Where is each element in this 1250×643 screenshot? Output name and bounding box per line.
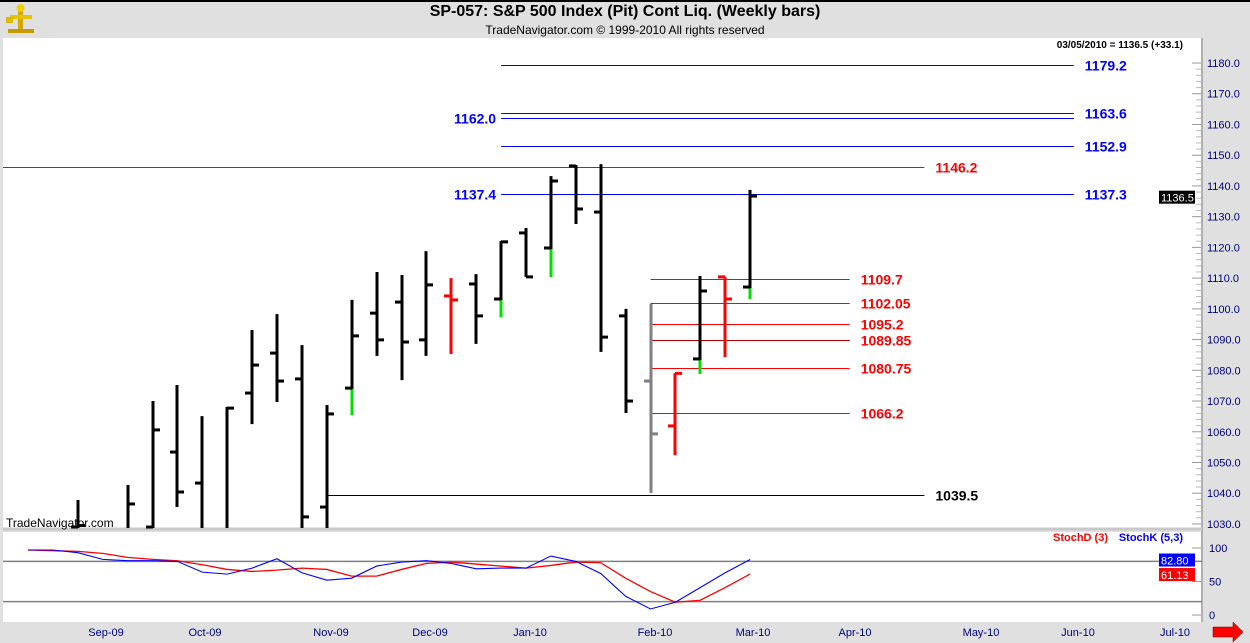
price-bar (345, 299, 359, 415)
price-bar (718, 275, 732, 358)
price-bar (494, 240, 508, 318)
price-bar (126, 484, 135, 528)
chart-title: SP-057: S&P 500 Index (Pit) Cont Liq. (W… (429, 3, 821, 20)
price-bar (295, 345, 309, 528)
x-tick-label: Oct-09 (188, 627, 221, 639)
y-tick-label: 1150.0 (1207, 150, 1240, 162)
level-label: 1109.7 (861, 272, 903, 288)
y-tick-label: 1050.0 (1207, 457, 1241, 469)
stoch-k-line (28, 549, 751, 610)
price-bar (519, 228, 533, 279)
level-label-left: 1137.4 (454, 187, 496, 203)
level-label: 1137.3 (1085, 187, 1127, 203)
watermark: TradeNavigator.com (6, 516, 114, 530)
y-tick-label: 1140.0 (1207, 181, 1240, 193)
level-label: 1080.75 (861, 361, 912, 377)
price-bar (544, 176, 558, 277)
tradenavigator-logo-icon (6, 4, 34, 33)
level-label: 1146.2 (935, 160, 977, 176)
last-quote: 03/05/2010 = 1136.5 (+33.1) (1057, 40, 1183, 51)
price-bar (225, 406, 234, 528)
price-bar (419, 251, 433, 356)
current-price-label: 1136.5 (1161, 193, 1194, 205)
level-label: 1102.05 (861, 296, 911, 312)
y-tick-label: 1130.0 (1207, 212, 1240, 224)
scroll-right-arrow-icon[interactable] (1212, 621, 1244, 643)
y-tick-label: 1040.0 (1207, 488, 1241, 500)
chart-subtitle: TradeNavigator.com © 1999-2010 All right… (485, 23, 765, 37)
price-bar (320, 405, 334, 528)
stoch-panel (3, 532, 1202, 622)
stoch-d-value: 61.13 (1161, 570, 1189, 582)
x-tick-label: Sep-09 (88, 627, 123, 639)
price-bar (170, 385, 184, 508)
y-tick-label: 1090.0 (1207, 335, 1241, 347)
price-bar (569, 164, 583, 225)
price-bar (245, 330, 259, 425)
level-label: 1095.2 (861, 317, 904, 333)
price-bar (195, 416, 204, 528)
price-bar (469, 274, 483, 344)
price-bar (444, 278, 458, 355)
stoch-d-line (27, 549, 751, 603)
price-bar (619, 308, 633, 414)
price-bar (668, 371, 682, 456)
x-tick-label: Mar-10 (736, 627, 771, 639)
price-bar (270, 314, 284, 402)
y-tick-label: 1180.0 (1207, 58, 1240, 70)
y-tick-label: 1060.0 (1207, 427, 1241, 439)
price-bar (594, 164, 608, 352)
level-label: 1089.85 (861, 333, 912, 349)
x-tick-label: May-10 (963, 627, 1000, 639)
y-tick-label: 1120.0 (1207, 242, 1240, 254)
y-tick-label: 1070.0 (1207, 396, 1241, 408)
current-price-box (1159, 190, 1195, 204)
stoch-tick-label: 100 (1209, 543, 1227, 555)
price-bar (743, 189, 757, 300)
price-bar (693, 275, 707, 374)
level-label: 1162.0 (454, 111, 496, 127)
x-tick-label: Nov-09 (313, 627, 348, 639)
price-panel (3, 38, 1202, 528)
x-tick-label: Apr-10 (838, 627, 871, 639)
stoch-tick-label: 50 (1209, 577, 1221, 589)
x-tick-label: Jan-10 (513, 627, 547, 639)
x-tick-label: Feb-10 (638, 627, 673, 639)
y-tick-label: 1100.0 (1207, 304, 1240, 316)
price-bar (644, 303, 658, 493)
level-label: 1179.2 (1085, 58, 1127, 74)
price-bar (71, 499, 85, 529)
y-tick-label: 1110.0 (1207, 273, 1239, 285)
top-border (0, 0, 1250, 2)
level-label: 1152.9 (1085, 139, 1127, 155)
stoch-d-value-box (1159, 568, 1195, 582)
legend-stoch-d: StochD (3) (1053, 532, 1108, 544)
x-tick-label: Jun-10 (1061, 627, 1095, 639)
price-bar (370, 271, 384, 356)
stoch-tick-label: 0 (1209, 610, 1215, 622)
x-tick-label: Jul-10 (1160, 627, 1190, 639)
x-tick-label: Dec-09 (412, 627, 447, 639)
stoch-k-value-box (1159, 553, 1195, 567)
price-bar (146, 401, 160, 529)
price-bar (395, 275, 409, 381)
legend-stoch-k: StochK (5,3) (1119, 532, 1184, 544)
y-tick-label: 1080.0 (1207, 365, 1241, 377)
y-tick-label: 1160.0 (1207, 119, 1240, 131)
level-label: 1039.5 (935, 488, 978, 504)
level-label: 1066.2 (861, 406, 904, 422)
y-tick-label: 1030.0 (1207, 519, 1241, 531)
y-tick-label: 1170.0 (1207, 89, 1240, 101)
level-label: 1163.6 (1085, 106, 1127, 122)
stoch-k-value: 82.80 (1161, 556, 1189, 568)
